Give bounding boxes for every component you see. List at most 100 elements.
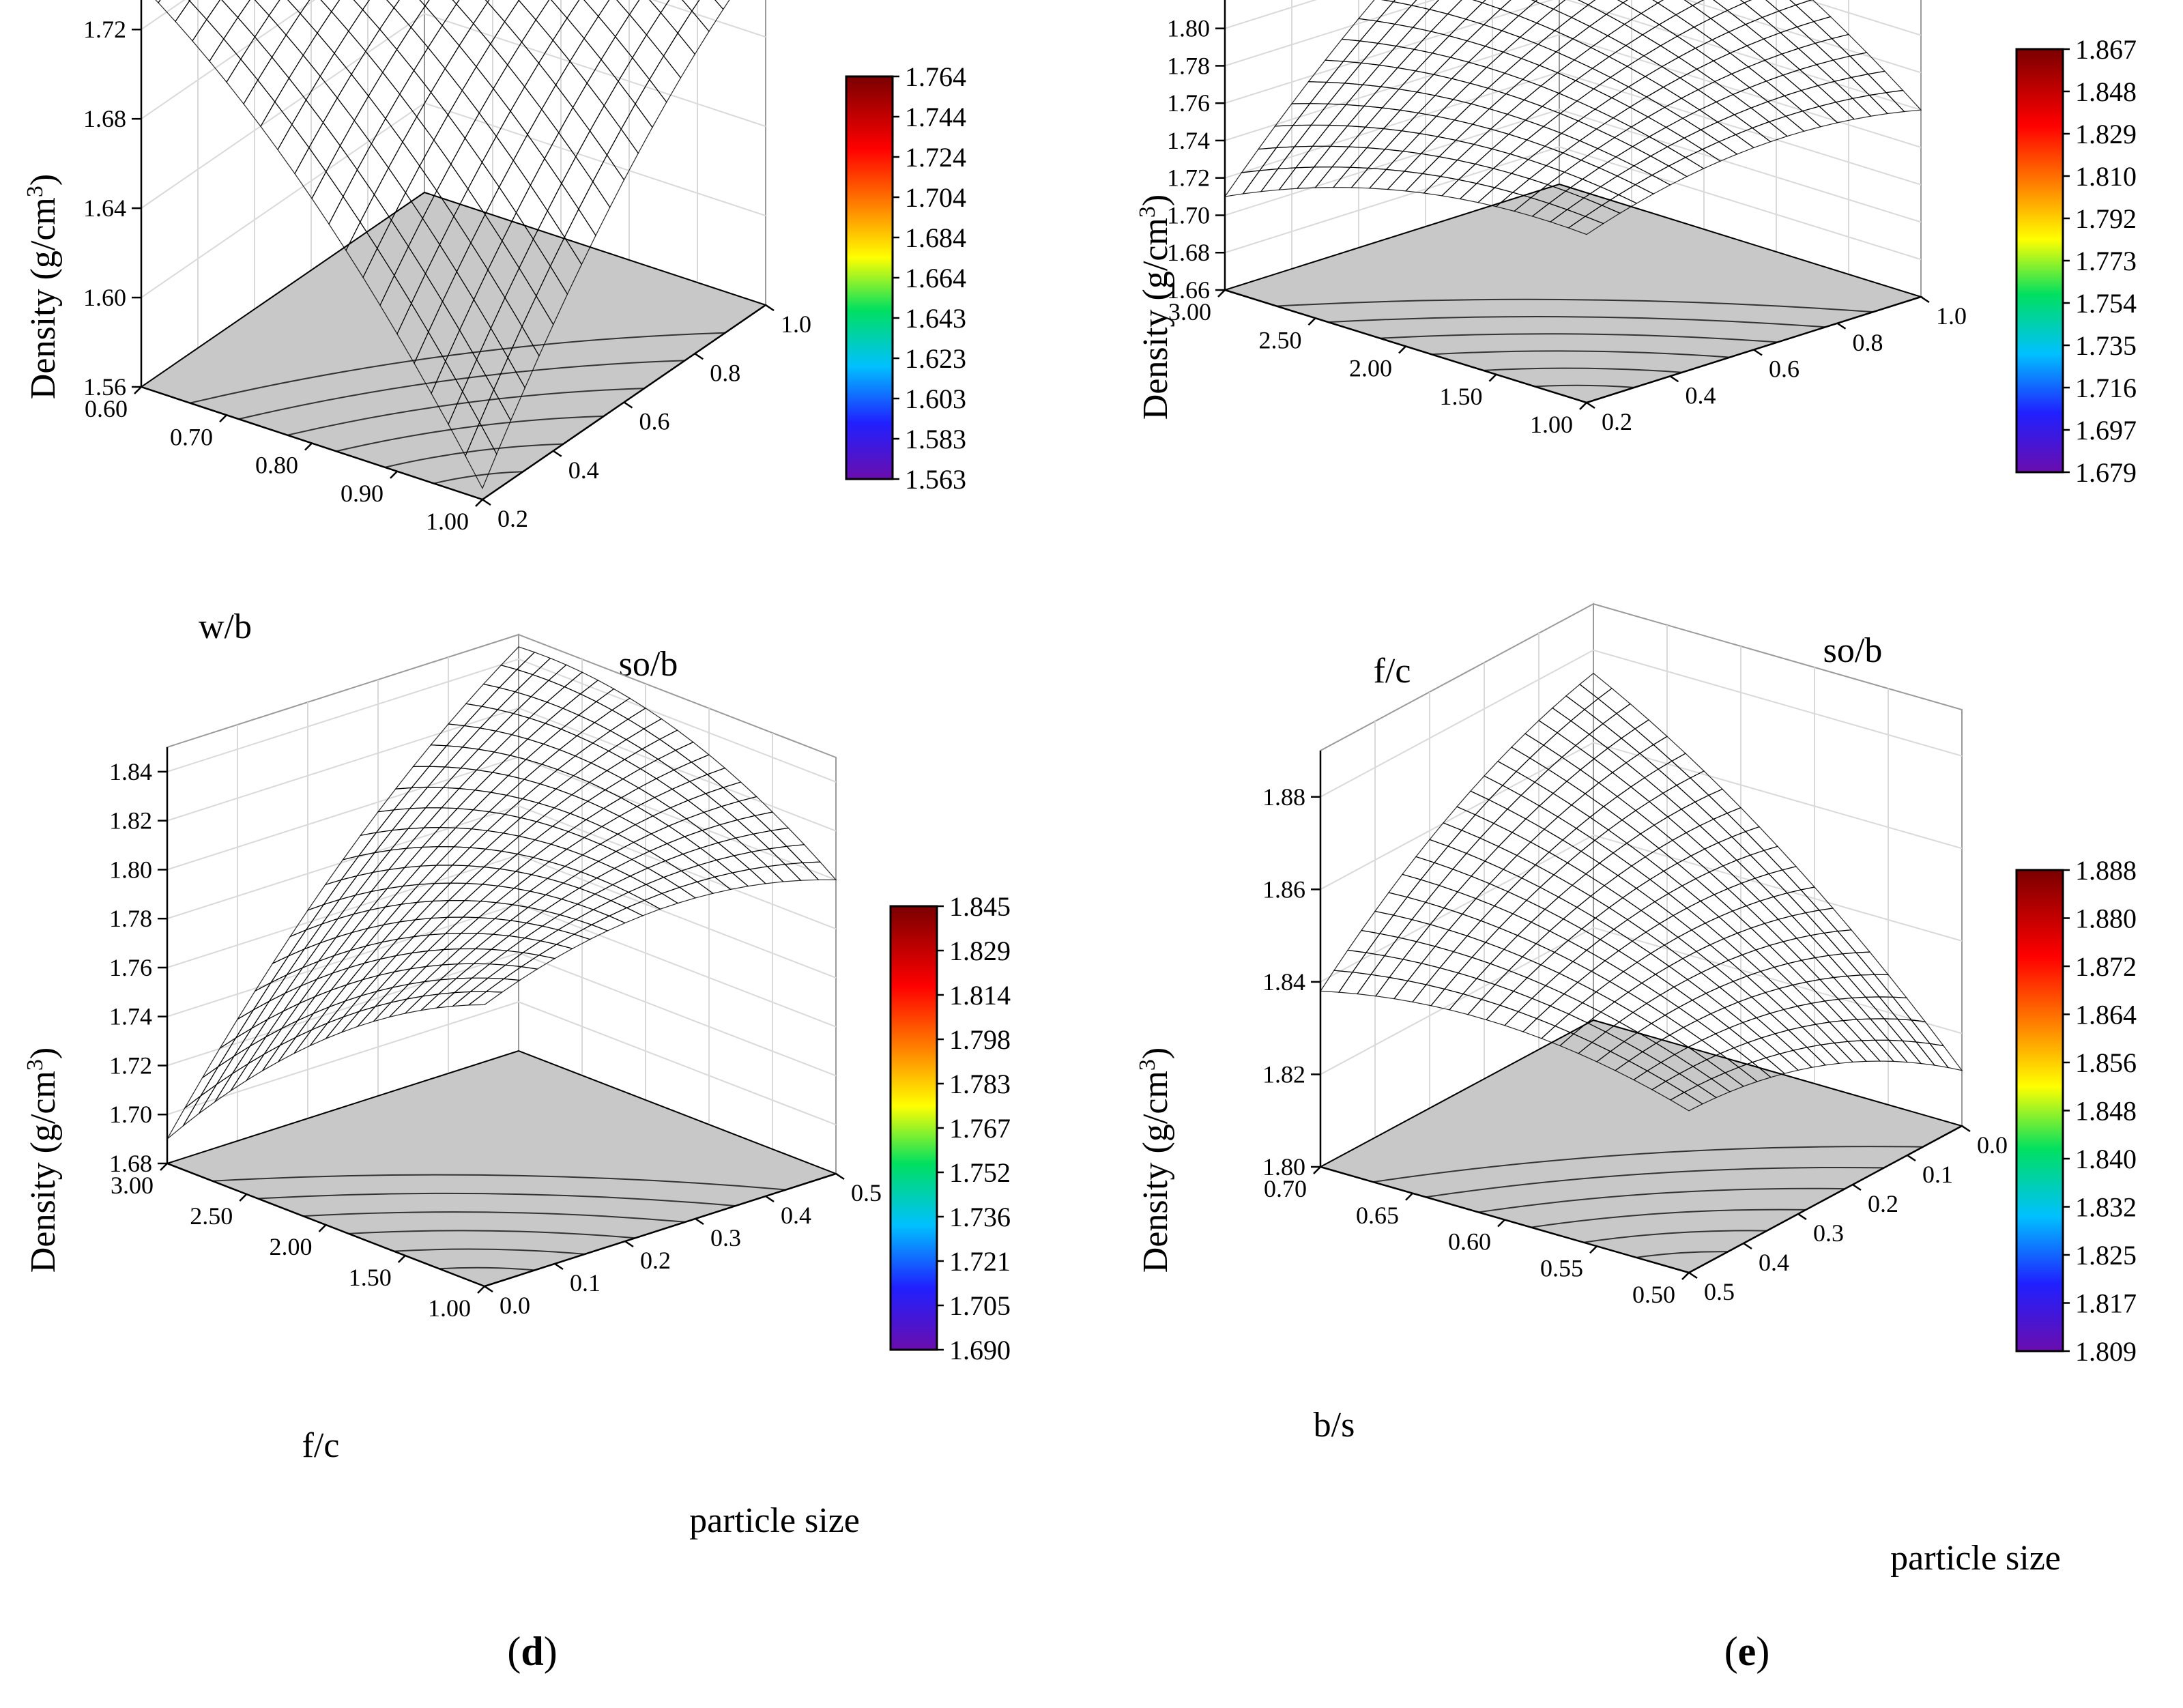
contour-line: [1276, 298, 1874, 313]
x-tick-label: 1.00: [428, 1294, 471, 1322]
y-tick: [765, 304, 775, 312]
x-tick: [1307, 317, 1316, 326]
colorbar-tick-label: 1.817: [2075, 1288, 2137, 1319]
x-tick: [160, 1163, 168, 1171]
contour-line: [336, 415, 604, 452]
z-tick-label: 1.78: [109, 905, 152, 932]
x-tick-label: 3.00: [1168, 298, 1211, 325]
x-tick-label: 2.50: [1259, 326, 1302, 353]
colorbar-tick-label: 1.563: [905, 464, 966, 495]
x-tick-label: 0.70: [1264, 1175, 1307, 1202]
z-axis-title-sup: 3: [23, 186, 48, 197]
panel-label-open: (: [507, 1629, 521, 1674]
colorbar-tick-label: 1.880: [2075, 903, 2137, 934]
x-tick-label: 3.00: [111, 1172, 154, 1199]
gridline-z: [1224, 146, 1922, 261]
contour-line: [384, 443, 564, 468]
y-tick: [624, 1240, 634, 1248]
colorbar-tick-label: 1.705: [949, 1290, 1011, 1321]
y-tick-label: 1.0: [1936, 302, 1967, 330]
y-tick-label: 0.4: [568, 457, 599, 484]
x-tick: [1681, 1272, 1690, 1280]
colorbar-tick-label: 1.888: [2075, 855, 2137, 886]
z-tick-label: 1.74: [1167, 127, 1210, 154]
colorbar-tick-label: 1.697: [2075, 415, 2137, 446]
z-tick-label: 1.76: [1167, 89, 1210, 117]
y-tick: [1852, 1183, 1862, 1191]
chart-panel-c: 1.66 1.68 1.70 1.72 1.74 1.76 1.78 1.80 1.82 1.84…: [1135, 0, 2137, 817]
contour-line: [1483, 367, 1683, 373]
z-axis-title-sup: 3: [1135, 1059, 1160, 1071]
z-axis-title: Density (g/cm3): [1135, 194, 1176, 420]
gridline-z: [167, 854, 837, 979]
y-tick-label: 0.6: [639, 408, 670, 435]
colorbar-tick-label: 1.829: [949, 936, 1011, 966]
z-tick-label: 1.74: [109, 1003, 152, 1030]
x-tick: [1217, 289, 1226, 298]
z-tick-label: 1.64: [83, 194, 126, 222]
chart-panel-d: 1.68 1.70 1.72 1.74 1.76 1.78 1.80 1.82 1.84 3.00…: [23, 633, 1011, 1674]
x-tick-label: 1.50: [349, 1264, 392, 1291]
colorbar: [2016, 49, 2063, 472]
y-tick-label: 0.4: [1686, 381, 1716, 409]
y-tick-label: 0.0: [1977, 1131, 2008, 1159]
contour-line: [257, 1192, 736, 1207]
x-tick: [318, 1224, 327, 1232]
z-axis-title: Density (g/cm3): [23, 1047, 63, 1273]
x-tick-label: 0.70: [170, 423, 213, 450]
z-axis-title-end: ): [1136, 194, 1175, 206]
z-tick-label: 1.72: [109, 1052, 152, 1079]
x-tick: [1497, 1219, 1505, 1228]
z-tick-label: 1.72: [83, 16, 126, 43]
gridline-z: [1320, 742, 1963, 891]
x-tick-label: 0.65: [1356, 1202, 1399, 1229]
x-tick: [475, 499, 483, 507]
colorbar-tick-label: 1.767: [949, 1113, 1011, 1144]
x-tick-label: 2.50: [190, 1202, 233, 1230]
y-tick: [482, 498, 491, 506]
contour-line: [1531, 1208, 1806, 1228]
y-tick-label: 0.5: [851, 1179, 882, 1206]
z-tick-label: 1.82: [1262, 1060, 1305, 1088]
gridline-z: [1224, 108, 1922, 223]
colorbar-tick-label: 1.735: [2075, 330, 2137, 361]
x-tick-label: 0.60: [1448, 1228, 1491, 1256]
z-axis-title-main: Density (g/cm: [24, 197, 63, 399]
z-tick-label: 1.68: [83, 105, 126, 132]
y-tick-label: 0.0: [500, 1292, 530, 1319]
gridline-z: [1224, 71, 1922, 186]
surface-cell: [467, 991, 504, 1006]
contour-line: [1535, 384, 1635, 388]
x-tick: [304, 442, 313, 451]
x-tick-label: 0.60: [85, 395, 128, 422]
x-tick: [134, 386, 142, 394]
panel-label: (d): [507, 1629, 557, 1674]
contour-line: [1328, 316, 1826, 328]
y-tick: [694, 353, 704, 360]
colorbar-tick-label: 1.744: [905, 102, 966, 132]
colorbar-tick-label: 1.754: [2075, 288, 2137, 319]
contour-line: [1431, 350, 1731, 358]
contour-line: [433, 471, 523, 484]
z-tick-label: 1.68: [1167, 239, 1210, 266]
contour-line: [1583, 1230, 1767, 1243]
colorbar-tick-label: 1.867: [2075, 34, 2137, 65]
x-tick: [1579, 402, 1587, 410]
z-axis-title: Density (g/cm3): [1135, 1047, 1176, 1273]
contour-line: [394, 1248, 585, 1255]
z-axis-title-main: Density (g/cm: [1136, 1071, 1175, 1273]
colorbar-tick-label: 1.736: [949, 1202, 1011, 1232]
y-tick: [765, 1195, 775, 1203]
x-axis-title: f/c: [1374, 652, 1411, 691]
contour-line: [1636, 1251, 1729, 1258]
contour-line: [1478, 1187, 1845, 1213]
x-tick-label: 1.50: [1440, 383, 1483, 410]
surface-cell: [1669, 1092, 1704, 1112]
panel-label: (e): [1724, 1629, 1770, 1674]
y-tick-label: 0.8: [710, 359, 740, 386]
z-axis-title: Density (g/cm3): [23, 174, 63, 399]
colorbar-tick-label: 1.845: [949, 891, 1011, 922]
y-tick: [1907, 1154, 1916, 1162]
x-tick: [1488, 373, 1497, 382]
contour-line: [1372, 1146, 1923, 1183]
